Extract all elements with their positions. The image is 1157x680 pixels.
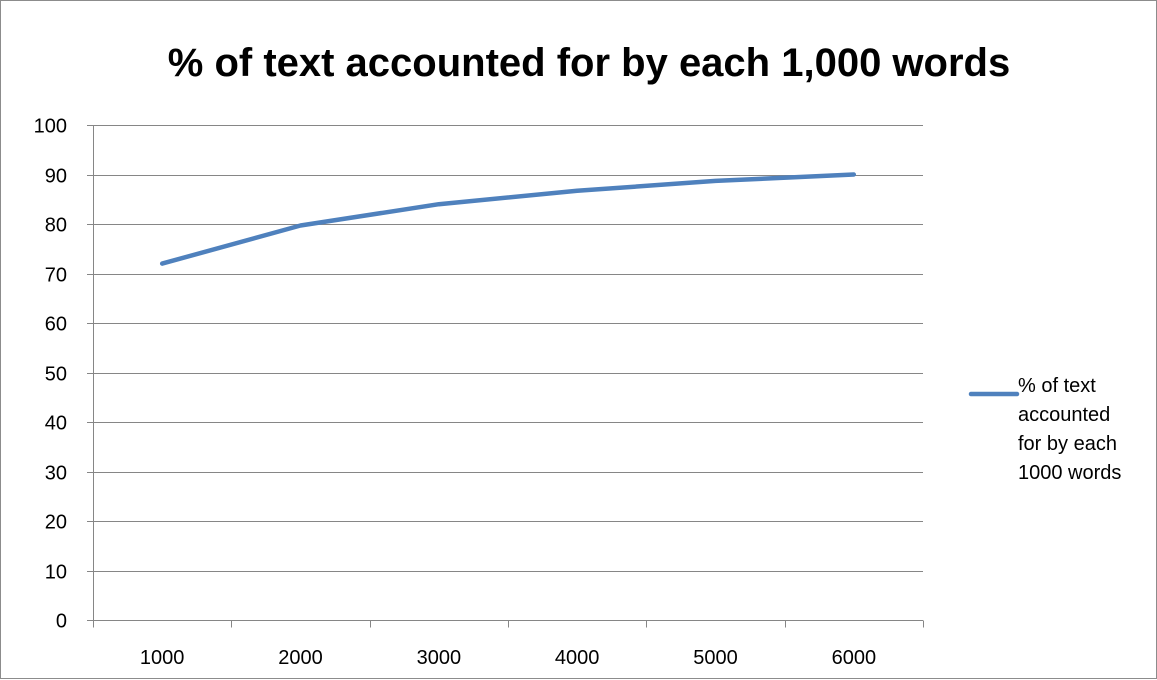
y-tick-label: 20	[45, 512, 67, 534]
y-tick-label: 40	[45, 413, 67, 435]
y-tick-label: 80	[45, 215, 67, 237]
y-tick-label: 60	[45, 314, 67, 336]
chart-title: % of text accounted for by each 1,000 wo…	[168, 41, 1010, 85]
x-axis-tick-labels: 1000 2000 3000 4000 5000 6000	[140, 647, 876, 669]
x-tick-label: 6000	[832, 647, 877, 669]
y-axis-tick-labels: 0 10 20 30 40 50 60 70 80 90 100	[34, 116, 67, 633]
legend-label-line: accounted	[1018, 404, 1110, 426]
y-tick-label: 30	[45, 463, 67, 485]
x-tick-label: 1000	[140, 647, 185, 669]
y-tick-label: 10	[45, 562, 67, 584]
x-tick-label: 2000	[278, 647, 323, 669]
y-tick-label: 50	[45, 364, 67, 386]
x-tick-label: 5000	[693, 647, 738, 669]
y-tick-label: 100	[34, 116, 67, 138]
y-tick-label: 70	[45, 265, 67, 287]
series-lines	[159, 172, 857, 266]
y-tick-label: 0	[56, 611, 67, 633]
legend-label-line: for by each	[1018, 433, 1117, 455]
axes	[87, 125, 924, 628]
y-tick-label: 90	[45, 166, 67, 188]
series-line	[159, 172, 857, 266]
x-tick-label: 4000	[555, 647, 600, 669]
legend-label-line: % of text	[1018, 375, 1096, 397]
gridlines	[87, 125, 923, 572]
x-tick-label: 3000	[417, 647, 462, 669]
legend-label-line: 1000 words	[1018, 462, 1121, 484]
legend: % of text accounted for by each 1000 words	[968, 375, 1121, 484]
